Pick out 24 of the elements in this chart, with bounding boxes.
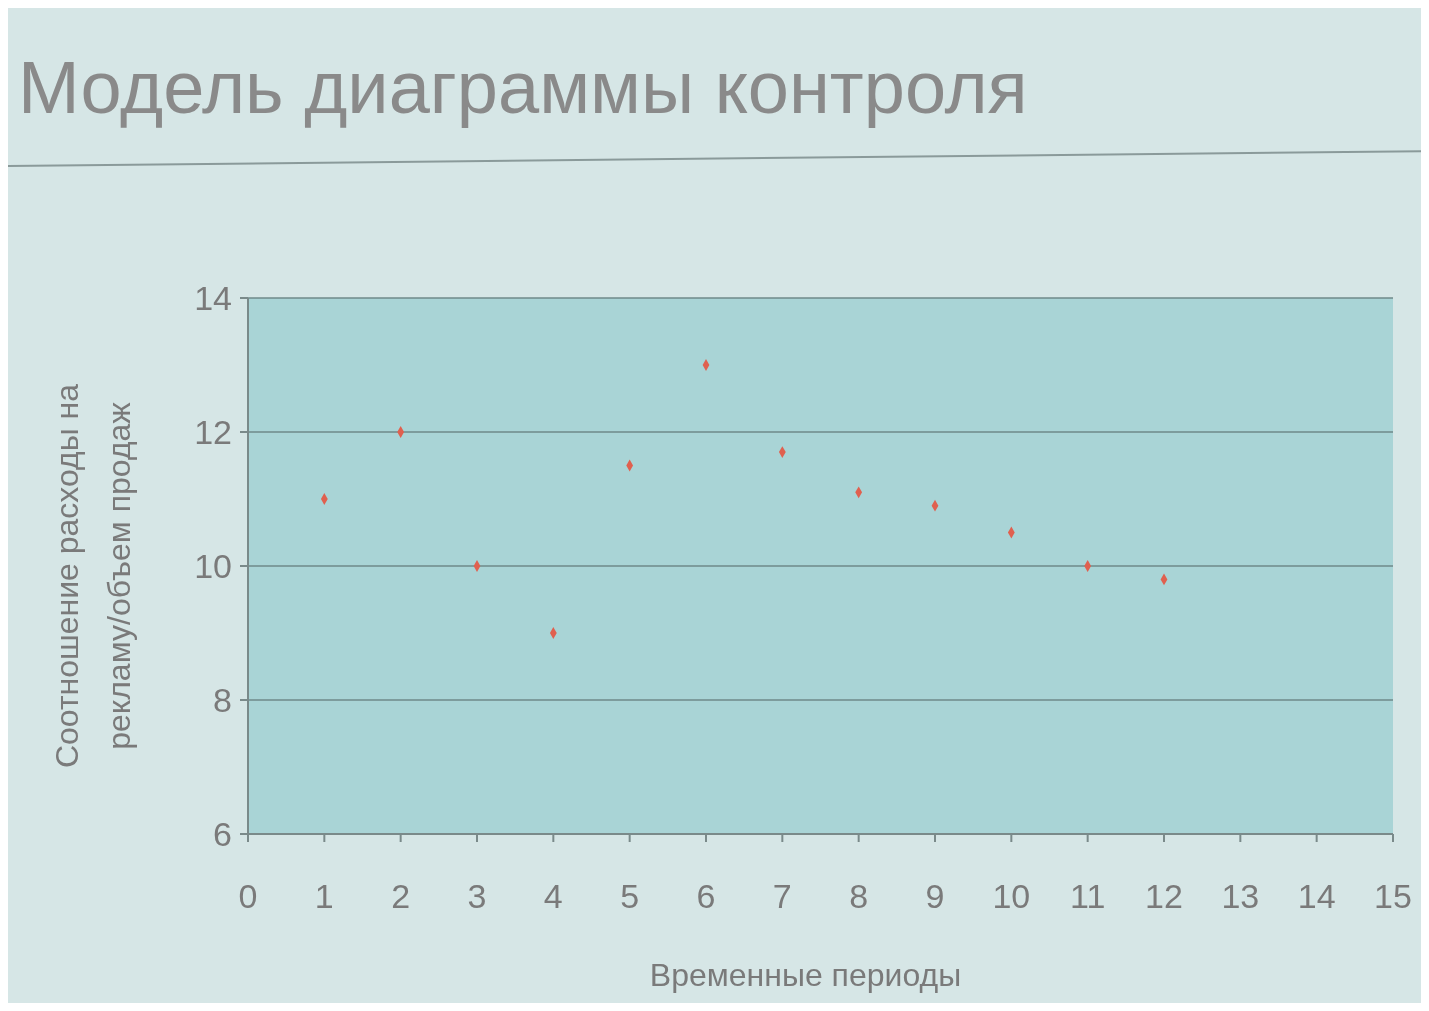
x-tick-label: 6 [696, 877, 716, 915]
x-tick-label: 13 [1221, 877, 1260, 915]
y-tick-label: 8 [213, 680, 232, 719]
x-tick-label: 11 [1070, 877, 1106, 915]
x-tick-label: 0 [238, 877, 258, 915]
x-tick-label: 15 [1374, 877, 1412, 915]
x-tick-label: 7 [772, 877, 792, 915]
x-tick-label: 14 [1297, 877, 1336, 915]
x-axis-title: Временные периоды [649, 957, 962, 993]
x-tick-label: 10 [992, 877, 1031, 915]
x-tick-label: 4 [543, 877, 563, 915]
x-tick-label: 9 [925, 877, 945, 915]
chart-title: Модель диаграммы контроля [18, 46, 1028, 129]
x-tick-label: 2 [391, 877, 411, 915]
y-tick-label: 6 [213, 814, 232, 853]
x-tick-label: 1 [314, 877, 334, 915]
y-axis-title: Соотношение расходы на рекламу/объем продаж [49, 383, 137, 769]
x-tick-label: 5 [620, 877, 640, 915]
x-tick-label: 8 [849, 877, 869, 915]
y-tick-label: 14 [194, 278, 232, 317]
x-tick-label: 12 [1145, 877, 1183, 915]
x-tick-label: 3 [467, 877, 487, 915]
y-tick-label: 12 [194, 412, 232, 451]
y-tick-label: 10 [194, 546, 232, 585]
